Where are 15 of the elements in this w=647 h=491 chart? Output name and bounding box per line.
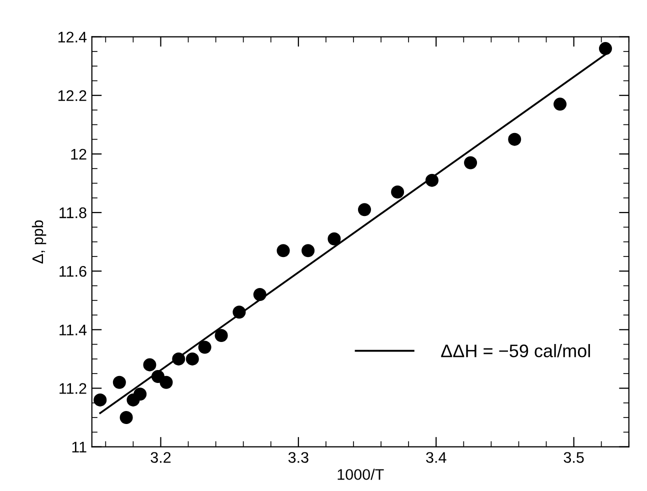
legend-label: ΔΔH = −59 cal/mol: [441, 344, 590, 358]
y-tick-label: 11.2: [60, 383, 86, 394]
x-tick-label: 3.5: [564, 452, 584, 463]
y-axis-title: Δ, ppb: [32, 220, 46, 264]
y-tick-label: 11.4: [60, 324, 87, 336]
y-tick-label: 11: [72, 442, 86, 452]
x-tick-label: 3.2: [150, 452, 171, 463]
x-tick-label: 3.4: [426, 452, 446, 463]
x-axis-title: 1000/T: [338, 468, 384, 480]
y-tick-label: 12.4: [58, 32, 87, 42]
y-tick-label: 11.8: [60, 207, 86, 218]
x-tick-label: 3.3: [288, 452, 308, 463]
y-tick-label: 12: [71, 148, 86, 160]
y-tick-label: 11.6: [60, 266, 86, 277]
y-tick-label: 12.2: [58, 90, 86, 101]
